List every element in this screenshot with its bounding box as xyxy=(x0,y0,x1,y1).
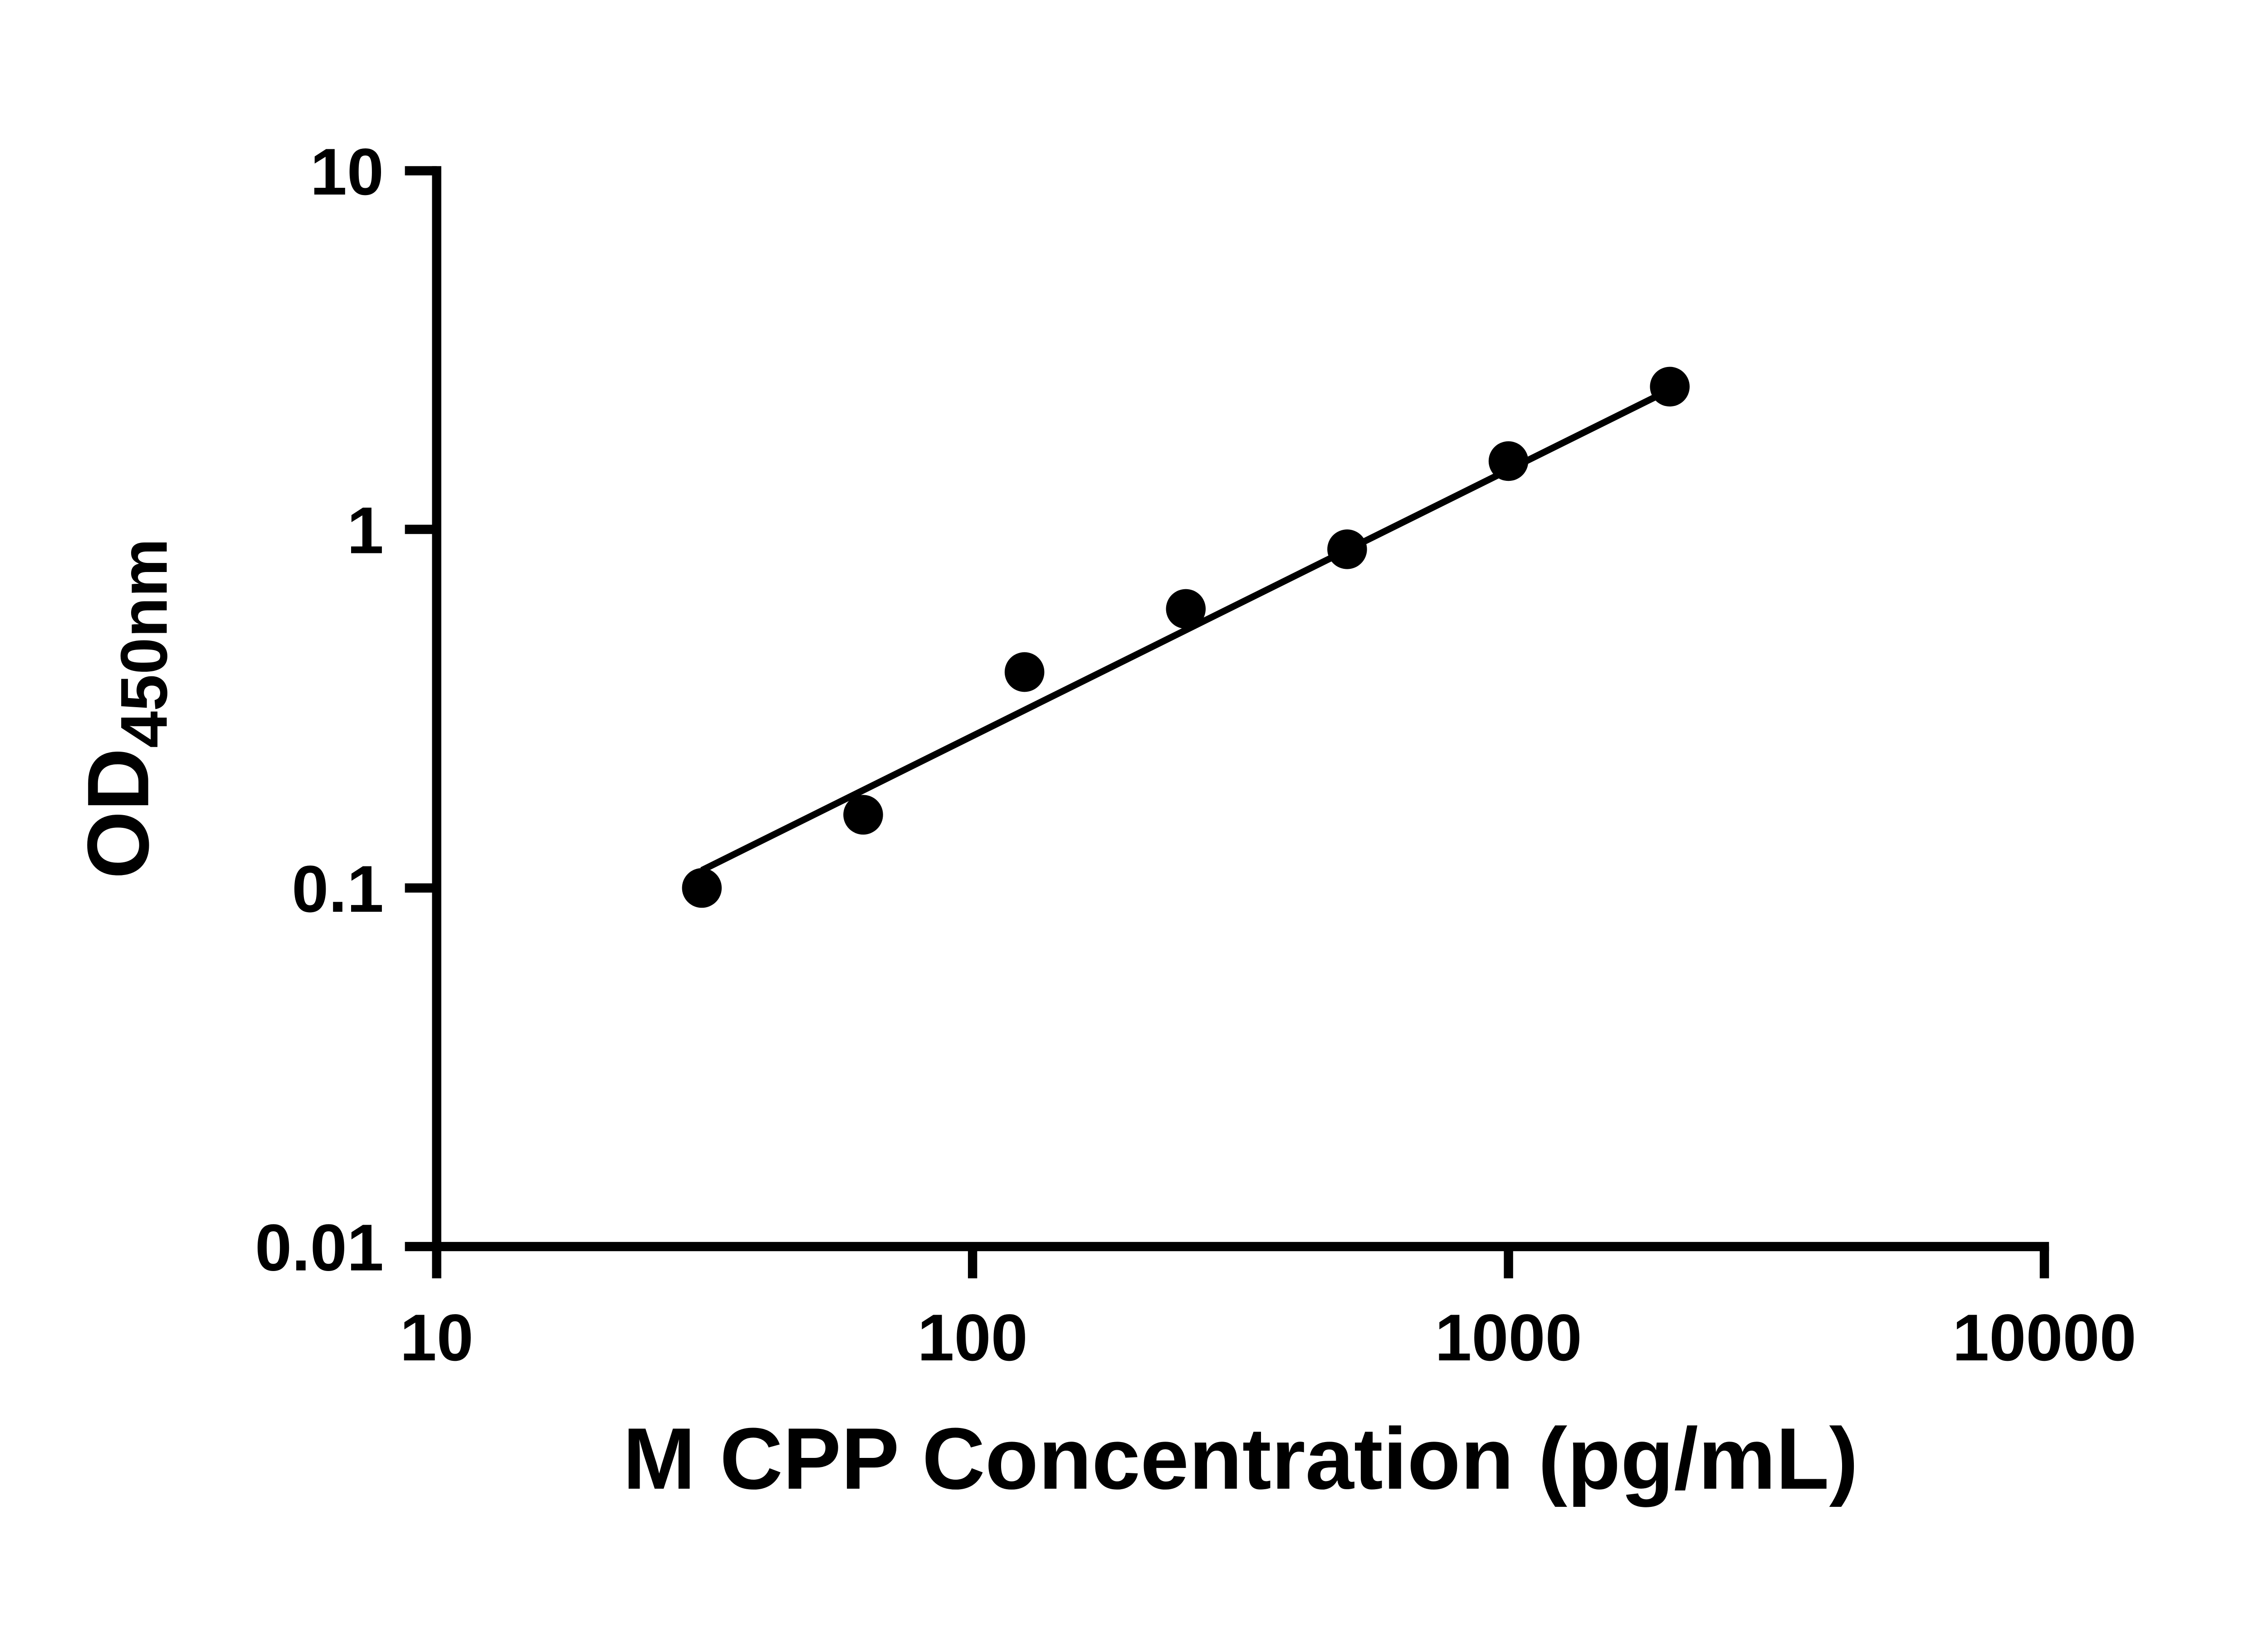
data-point xyxy=(1004,652,1045,692)
data-point xyxy=(1650,367,1690,407)
x-tick-label: 10000 xyxy=(1952,1301,2136,1374)
y-axis-title-main: OD xyxy=(69,748,167,879)
data-point xyxy=(1166,589,1206,629)
x-tick-label: 10 xyxy=(400,1301,474,1374)
data-point xyxy=(682,868,722,908)
y-tick-label: 10 xyxy=(310,135,384,209)
data-point xyxy=(843,795,883,835)
data-point xyxy=(1488,441,1529,481)
y-axis-title-subscript: 450nm xyxy=(107,538,181,748)
y-axis-title: OD450nm xyxy=(69,538,181,879)
x-axis-title: M CPP Concentration (pg/mL) xyxy=(623,1410,1858,1507)
x-tick-label: 100 xyxy=(917,1301,1027,1374)
y-tick-label: 0.1 xyxy=(292,852,384,926)
x-tick-label: 1000 xyxy=(1435,1301,1582,1374)
data-point xyxy=(1327,529,1367,569)
y-tick-label: 1 xyxy=(347,493,384,567)
y-tick-label: 0.01 xyxy=(255,1211,384,1285)
